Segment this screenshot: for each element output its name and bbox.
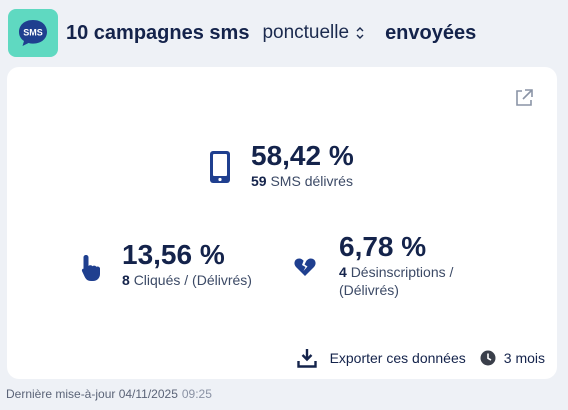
sms-icon-text: SMS (23, 28, 43, 38)
delivered-rate: 58,42 % (251, 140, 354, 171)
external-link-icon[interactable] (513, 87, 535, 109)
delivered-label: SMS délivrés (270, 173, 353, 189)
download-icon (296, 349, 317, 368)
metric-unsubscribes: 6,78 % 4 Désinscriptions / (Délivrés) (293, 231, 479, 299)
period-selector[interactable]: 3 mois (480, 350, 545, 366)
clock-icon (480, 350, 496, 366)
last-update: Dernière mise-à-jour 04/11/2025 09:25 (6, 387, 212, 401)
click-rate: 13,56 % (122, 239, 225, 270)
delivered-count: 59 (251, 173, 267, 189)
delivered-detail: 59 SMS délivrés (251, 172, 354, 190)
period-label: 3 mois (503, 350, 545, 366)
export-button[interactable]: Exporter ces données (296, 347, 466, 369)
page-title: 10 campagnes sms (66, 21, 250, 44)
sms-icon: SMS (8, 9, 58, 57)
last-update-time: 09:25 (181, 387, 212, 401)
clicks-label: Cliqués / (Délivrés) (133, 272, 252, 288)
smartphone-icon (210, 151, 230, 183)
header: SMS 10 campagnes sms ponctuelle envoyées (8, 8, 560, 58)
campaign-type-value: ponctuelle (262, 22, 350, 43)
unsubscribes-label: Désinscriptions / (Délivrés) (339, 264, 454, 298)
chevron-updown-icon (356, 27, 364, 39)
pointing-hand-icon (81, 255, 100, 281)
unsubscribes-detail: 4 Désinscriptions / (Délivrés) (339, 263, 479, 299)
last-update-label: Dernière mise-à-jour 04/11/2025 (6, 387, 178, 401)
stats-card: 58,42 % 59 SMS délivrés 13,56 % 8 Cliqué… (7, 67, 557, 379)
unsubscribes-count: 4 (339, 264, 347, 280)
clicks-count: 8 (122, 272, 130, 288)
card-actions: Exporter ces données 3 mois (296, 347, 545, 369)
clicks-detail: 8 Cliqués / (Délivrés) (122, 271, 252, 289)
title-suffix: envoyées (385, 21, 477, 44)
campaign-type-select[interactable]: ponctuelle (262, 22, 365, 44)
export-label: Exporter ces données (329, 350, 466, 366)
unsubscribe-rate: 6,78 % (339, 231, 427, 262)
metric-delivered: 58,42 % 59 SMS délivrés (209, 140, 354, 190)
broken-heart-icon (294, 258, 316, 276)
metric-clicks: 13,56 % 8 Cliqués / (Délivrés) (79, 239, 252, 289)
